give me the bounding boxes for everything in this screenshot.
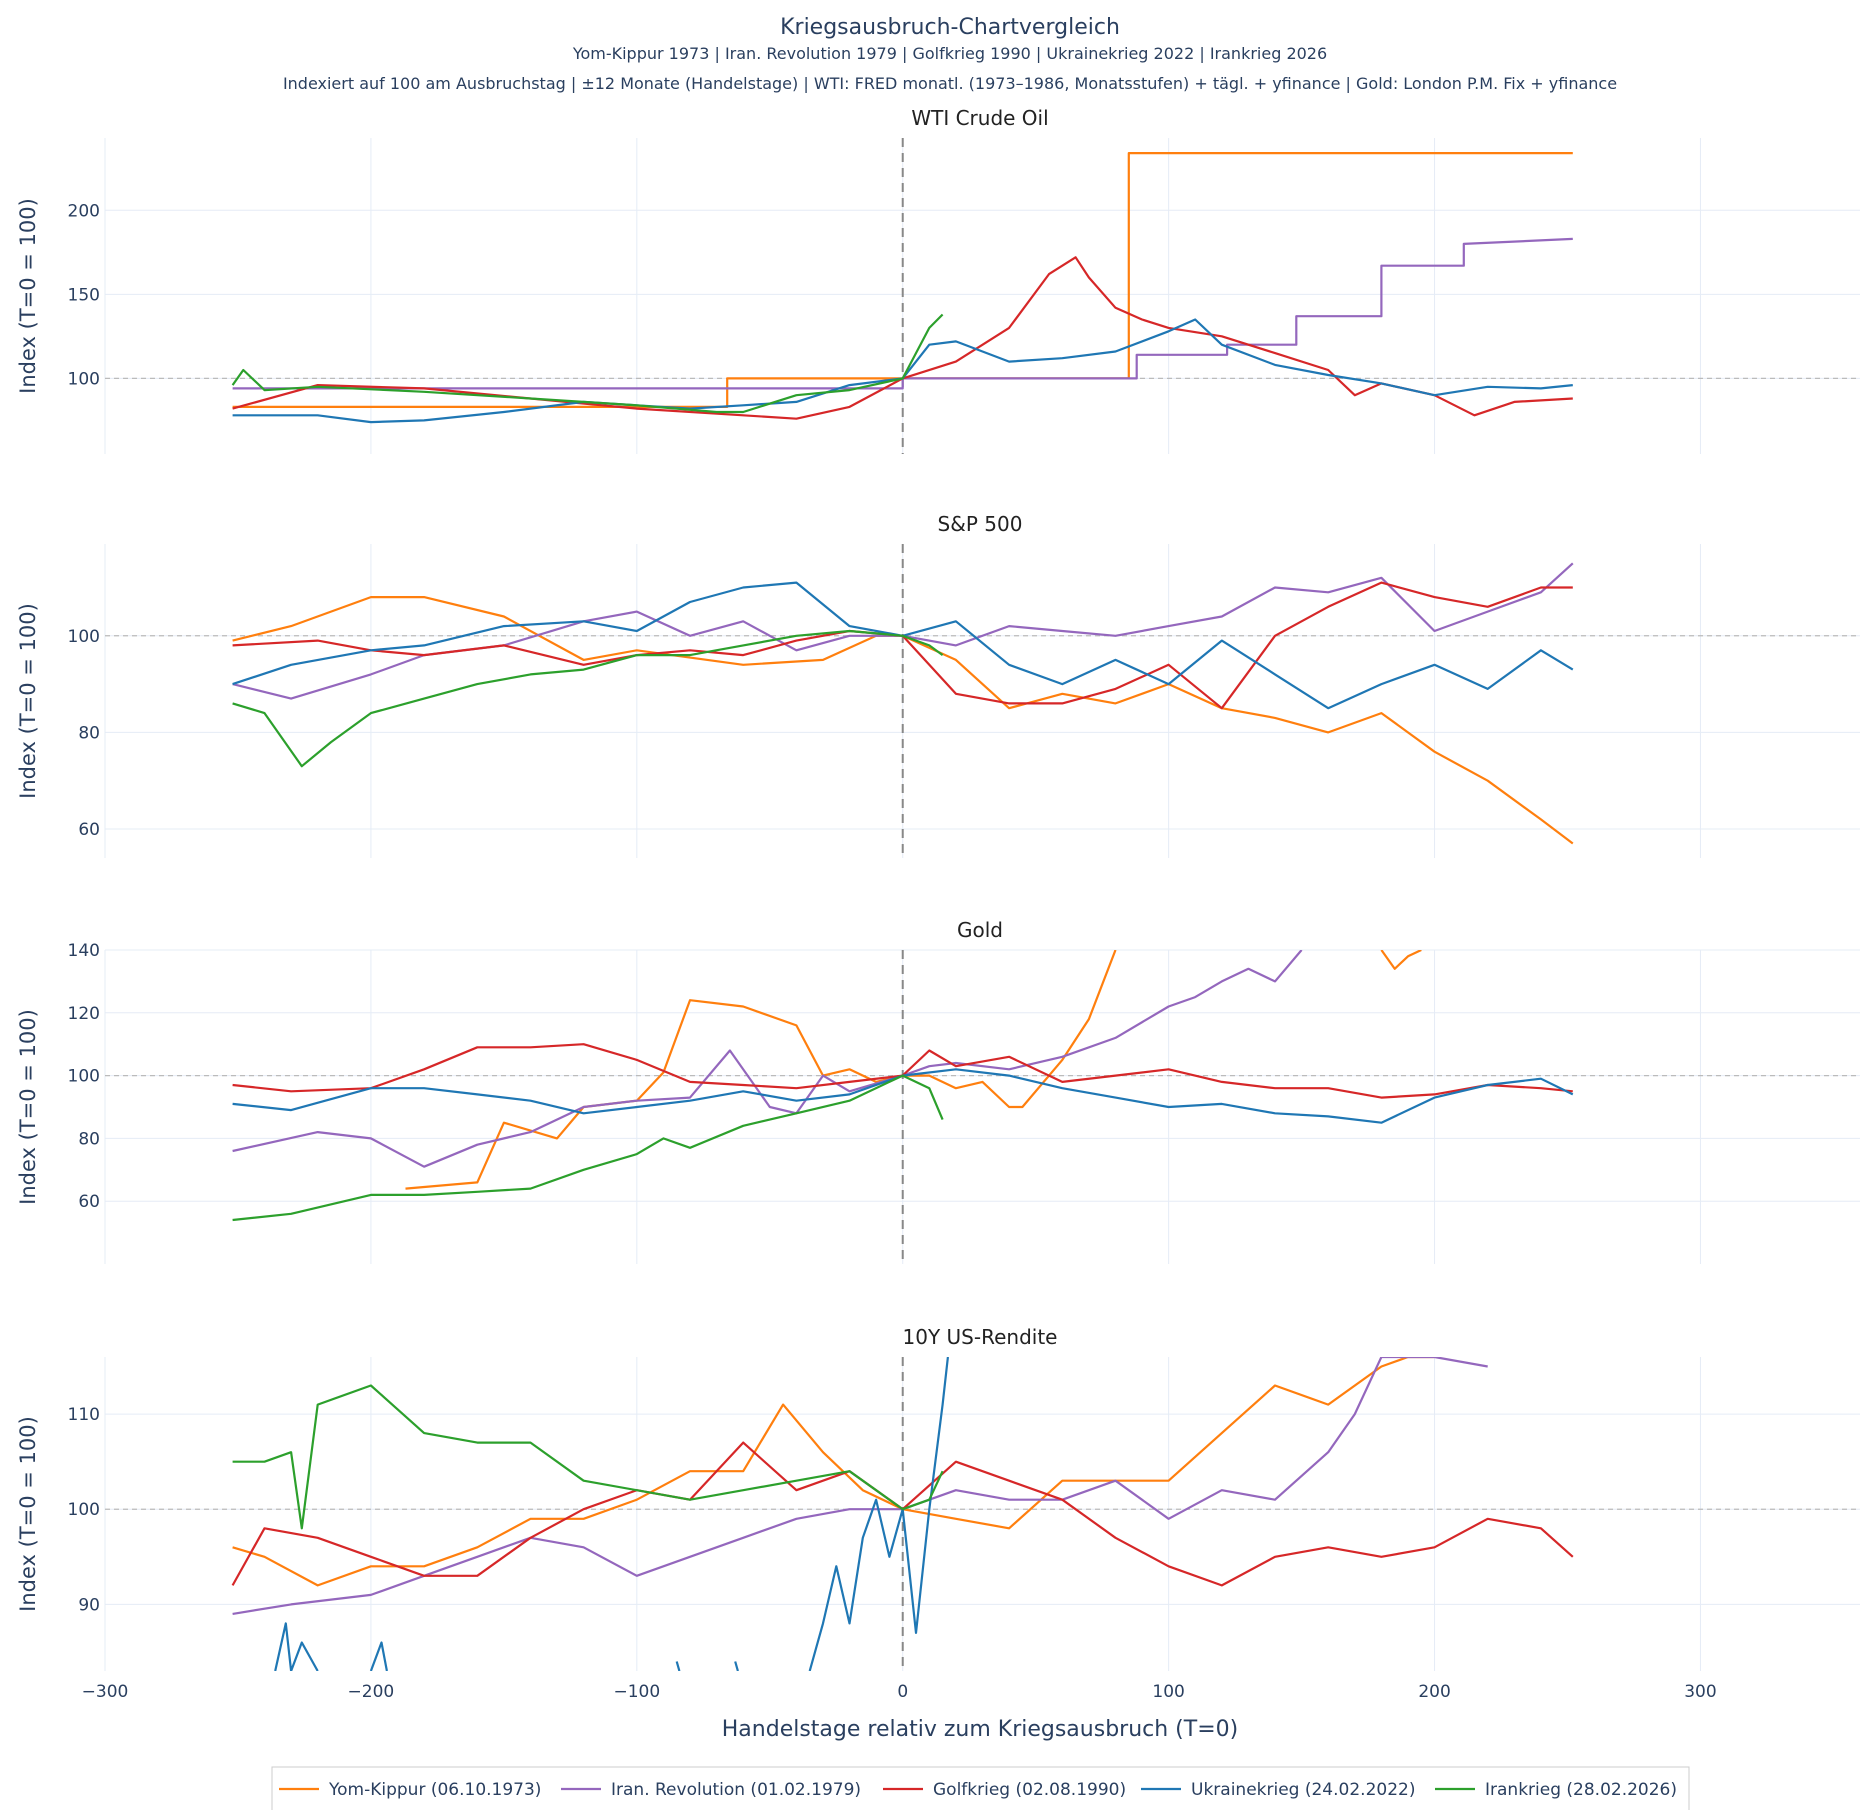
panel-title: S&P 500 — [938, 512, 1023, 536]
series-line-5 — [232, 629, 944, 768]
y-axis-label: Index (T=0 = 100) — [16, 603, 40, 799]
series-line-3 — [232, 581, 1573, 710]
panel-3: 60 80 100 120 140 Gold Index (T=0 = 100) — [16, 918, 1860, 1264]
y-tick-label: 150 — [68, 285, 100, 305]
series-group — [231, 1357, 1574, 1671]
series-line-1 — [405, 950, 1422, 1190]
x-tick-label: 0 — [897, 1682, 908, 1702]
series-line-2 — [232, 950, 1303, 1168]
legend-item-4[interactable]: Ukrainekrieg (24.02.2022) — [1141, 1780, 1415, 1800]
y-tick-label: 140 — [68, 941, 100, 961]
series-line-1 — [232, 596, 1574, 845]
x-axis-label: Handelstage relativ zum Kriegsausbruch (… — [722, 1717, 1238, 1742]
legend-item-2[interactable]: Iran. Revolution (01.02.1979) — [561, 1780, 861, 1800]
y-axis-label: Index (T=0 = 100) — [16, 198, 40, 394]
y-tick-label: 90 — [78, 1595, 100, 1615]
legend-label: Irankrieg (28.02.2026) — [1485, 1780, 1677, 1800]
legend-item-1[interactable]: Yom-Kippur (06.10.1973) — [279, 1780, 541, 1800]
series-line-3 — [232, 1043, 1573, 1099]
series-line-5 — [231, 313, 944, 414]
chart-subtitle-events: Yom-Kippur 1973 | Iran. Revolution 1979 … — [572, 44, 1327, 63]
y-tick-label: 100 — [68, 1500, 100, 1520]
x-tick-label: −100 — [613, 1682, 660, 1702]
y-tick-label: 60 — [78, 820, 100, 840]
series-line-5 — [232, 1384, 944, 1530]
series-line-3 — [232, 256, 1573, 420]
legend-label: Ukrainekrieg (24.02.2022) — [1191, 1780, 1415, 1800]
x-tick-label: 300 — [1684, 1682, 1716, 1702]
y-axis-label: Index (T=0 = 100) — [16, 1416, 40, 1612]
y-tick-label: 100 — [68, 369, 100, 389]
panel-4: 90 100 110 10Y US-Rendite Index (T=0 = 100) — [16, 1325, 1860, 1671]
x-tick-label: −200 — [348, 1682, 395, 1702]
y-tick-label: 60 — [78, 1192, 100, 1212]
panel-title: 10Y US-Rendite — [903, 1325, 1058, 1349]
series-line-5 — [232, 1074, 944, 1222]
series-group — [231, 152, 1573, 424]
y-tick-label: 200 — [68, 201, 100, 221]
y-axis-label: Index (T=0 = 100) — [16, 1009, 40, 1205]
series-group — [232, 562, 1574, 845]
panel-2: 60 80 100 S&P 500 Index (T=0 = 100) — [16, 512, 1860, 858]
y-tick-label: 110 — [68, 1405, 100, 1425]
series-line-4 — [274, 1357, 949, 1671]
series-line-4 — [232, 318, 1573, 424]
panel-title: WTI Crude Oil — [911, 106, 1048, 130]
panel-1: 100 150 200 WTI Crude Oil Index (T=0 = 100) — [16, 106, 1860, 454]
y-tick-label: 80 — [78, 723, 100, 743]
series-line-1 — [232, 1357, 1435, 1587]
series-line-1 — [232, 152, 1573, 408]
chart-title: Kriegsausbruch-Chartvergleich — [780, 15, 1120, 40]
x-tick-label: 100 — [1152, 1682, 1184, 1702]
legend-label: Iran. Revolution (01.02.1979) — [611, 1780, 861, 1800]
series-line-4 — [232, 581, 1574, 710]
series-group — [232, 950, 1574, 1222]
x-tick-label: 200 — [1418, 1682, 1450, 1702]
y-tick-label: 80 — [78, 1129, 100, 1149]
y-tick-label: 100 — [68, 1067, 100, 1087]
legend[interactable]: Yom-Kippur (06.10.1973) Iran. Revolution … — [271, 1766, 1690, 1810]
series-line-4 — [232, 1068, 1574, 1124]
legend-label: Yom-Kippur (06.10.1973) — [328, 1780, 541, 1800]
legend-label: Golfkrieg (02.08.1990) — [933, 1780, 1126, 1800]
panel-title: Gold — [957, 918, 1003, 942]
y-tick-label: 120 — [68, 1004, 100, 1024]
legend-item-5[interactable]: Irankrieg (28.02.2026) — [1435, 1780, 1677, 1800]
x-tick-label: −300 — [82, 1682, 129, 1702]
legend-item-3[interactable]: Golfkrieg (02.08.1990) — [883, 1780, 1126, 1800]
series-line-2 — [232, 237, 1573, 390]
y-tick-label: 100 — [68, 627, 100, 647]
chart-subtitle-method: Indexiert auf 100 am Ausbruchstag | ±12 … — [283, 74, 1617, 93]
x-axis: −300 −200 −100 0 100 200 300 — [82, 1682, 1717, 1702]
